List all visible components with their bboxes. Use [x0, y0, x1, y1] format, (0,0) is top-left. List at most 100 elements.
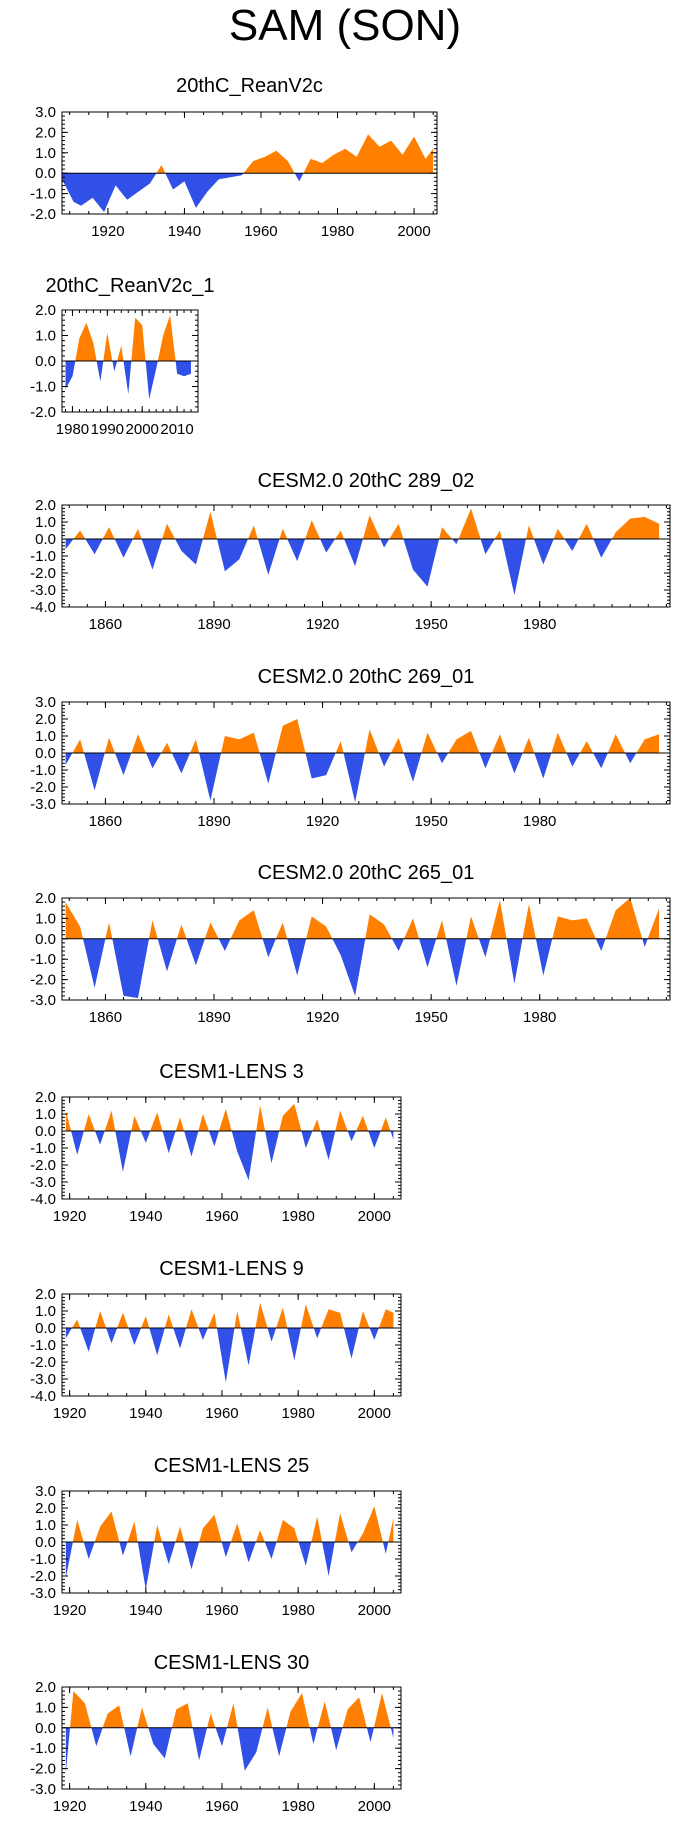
- y-tick-label: -2.0: [30, 206, 56, 223]
- series-area: [65, 508, 660, 596]
- chart-panel: CESM2.0 20thC 289_02 2.01.00.0-1.0-2.0-3.…: [30, 470, 671, 633]
- y-tick-label: 0.0: [35, 745, 56, 762]
- y-tick-label: -1.0: [30, 379, 56, 396]
- y-tick-label: -4.0: [30, 1191, 56, 1208]
- y-tick-label: -3.0: [30, 1585, 56, 1602]
- y-tick-label: 2.0: [35, 1500, 56, 1517]
- x-tick-label: 1940: [129, 1208, 162, 1225]
- x-tick-label: 1940: [129, 1602, 162, 1619]
- chart-title: 20thC_ReanV2c: [176, 75, 323, 97]
- y-tick-label: -2.0: [30, 1157, 56, 1174]
- series-area: [65, 898, 660, 998]
- x-tick-label: 1940: [129, 1798, 162, 1815]
- chart-title: CESM1-LENS 25: [154, 1455, 310, 1477]
- x-tick-label: 2000: [397, 223, 430, 240]
- y-tick-label: -3.0: [30, 1174, 56, 1191]
- negative-area: [65, 1328, 394, 1383]
- y-tick-label: 2.0: [35, 302, 56, 319]
- y-tick-label: -3.0: [30, 582, 56, 599]
- y-tick-label: -2.0: [30, 565, 56, 582]
- y-tick-label: -2.0: [30, 1354, 56, 1371]
- x-tick-label: 1960: [205, 1208, 238, 1225]
- y-tick-label: -2.0: [30, 972, 56, 989]
- y-tick-label: -1.0: [30, 1140, 56, 1157]
- positive-area: [65, 1506, 394, 1542]
- x-tick-label: 1980: [281, 1602, 314, 1619]
- y-tick-label: -2.0: [30, 1568, 56, 1585]
- y-tick-label: 1.0: [35, 1303, 56, 1320]
- x-tick-label: 1980: [523, 616, 556, 633]
- negative-area: [65, 1727, 394, 1773]
- x-tick-label: 1950: [414, 813, 447, 830]
- y-tick-label: 2.0: [35, 711, 56, 728]
- x-tick-label: 1920: [306, 1009, 339, 1026]
- x-tick-label: 1920: [306, 813, 339, 830]
- y-tick-label: 2.0: [35, 1089, 56, 1106]
- y-tick-label: 1.0: [35, 514, 56, 531]
- y-tick-label: -1.0: [30, 186, 56, 203]
- x-tick-label: 1950: [414, 616, 447, 633]
- y-tick-label: -3.0: [30, 1371, 56, 1388]
- x-tick-label: 1890: [197, 616, 230, 633]
- chart-panel: 20thC_ReanV2c 3.0 2.0 1.0 0.0 -1.0 -2.0 1920 194…: [30, 75, 438, 240]
- y-tick-label: 1.0: [35, 328, 56, 345]
- x-tick-label: 1950: [414, 1009, 447, 1026]
- positive-area: [65, 315, 191, 361]
- series-area: [65, 1103, 394, 1181]
- x-tick-label: 2010: [160, 421, 193, 438]
- x-tick-label: 1920: [53, 1208, 86, 1225]
- negative-area: [65, 1542, 394, 1590]
- x-tick-label: 1860: [89, 813, 122, 830]
- chart-panel: CESM2.0 20thC 265_01 2.0 1.0 0.0 -1.0 -2.0 -3.…: [30, 862, 671, 1026]
- negative-area: [65, 539, 660, 596]
- y-tick-label: 0.0: [35, 353, 56, 370]
- y-tick-label: -1.0: [30, 548, 56, 565]
- chart-panel: CESM1-LENS 3 2.01.00.0-1.0-2.0-3.0-4.0192…: [30, 1061, 402, 1225]
- chart-title: CESM2.0 20thC 289_02: [258, 470, 475, 492]
- chart-title: CESM2.0 20thC 269_01: [258, 666, 475, 688]
- positive-area: [70, 1691, 391, 1728]
- y-tick-label: -1.0: [30, 762, 56, 779]
- negative-area: [65, 361, 191, 400]
- positive-area: [65, 508, 660, 539]
- y-tick-label: 1.0: [35, 145, 56, 162]
- y-tick-label: -4.0: [30, 1388, 56, 1405]
- y-tick-label: 0.0: [35, 1534, 56, 1551]
- x-tick-label: 1980: [281, 1405, 314, 1422]
- y-tick-label: -2.0: [30, 404, 56, 421]
- y-tick-label: 0.0: [35, 1720, 56, 1737]
- x-tick-label: 1940: [129, 1405, 162, 1422]
- y-tick-label: -1.0: [30, 1337, 56, 1354]
- y-tick-label: 2.0: [35, 1679, 56, 1696]
- y-tick-label: 2.0: [35, 1286, 56, 1303]
- x-tick-label: 1980: [523, 813, 556, 830]
- series-area: [65, 1302, 394, 1383]
- x-tick-label: 1990: [91, 421, 124, 438]
- negative-area: [65, 753, 660, 803]
- y-tick-label: 0.0: [35, 1123, 56, 1140]
- y-tick-label: -2.0: [30, 1761, 56, 1778]
- x-tick-label: 1980: [281, 1798, 314, 1815]
- y-tick-label: 2.0: [35, 497, 56, 514]
- x-tick-label: 1920: [53, 1405, 86, 1422]
- y-tick-label: 3.0: [35, 104, 56, 121]
- series-area: [65, 1506, 394, 1590]
- x-tick-label: 1980: [56, 421, 89, 438]
- chart-title: CESM1-LENS 3: [159, 1061, 304, 1083]
- y-tick-label: 2.0: [35, 124, 56, 141]
- y-tick-label: 1.0: [35, 1517, 56, 1534]
- series-area: [65, 719, 660, 803]
- y-tick-label: -4.0: [30, 599, 56, 616]
- y-tick-label: -2.0: [30, 779, 56, 796]
- chart-title: CESM1-LENS 9: [159, 1258, 304, 1280]
- positive-area: [65, 1302, 394, 1328]
- y-tick-label: -3.0: [30, 1781, 56, 1798]
- y-tick-label: 0.0: [35, 931, 56, 948]
- y-tick-label: 1.0: [35, 1699, 56, 1716]
- y-tick-label: -1.0: [30, 1551, 56, 1568]
- y-tick-label: -3.0: [30, 992, 56, 1009]
- y-tick-label: 3.0: [35, 1483, 56, 1500]
